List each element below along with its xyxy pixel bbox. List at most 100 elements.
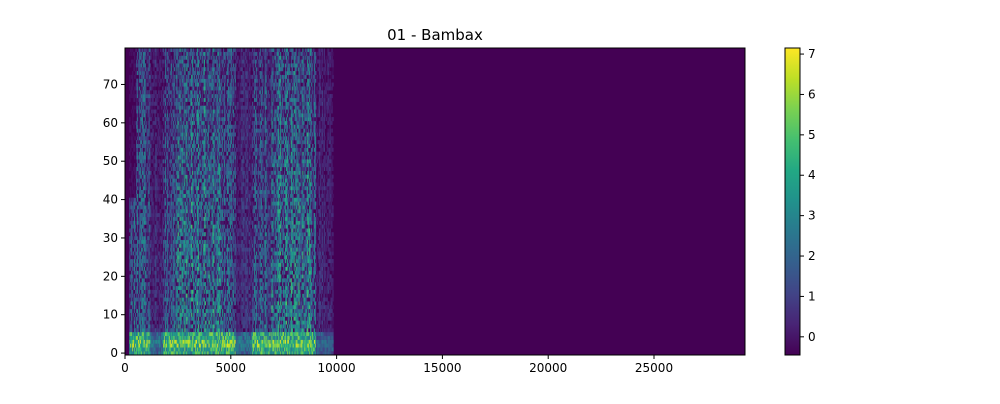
- heatmap-cell: [171, 324, 174, 329]
- heatmap-cell: [172, 151, 175, 156]
- heatmap-cell: [183, 308, 185, 313]
- heatmap-cell: [151, 328, 153, 333]
- heatmap-cell: [135, 216, 137, 221]
- heatmap-cell: [136, 301, 138, 306]
- heatmap-cell: [135, 63, 137, 68]
- heatmap-cell: [140, 236, 143, 241]
- heatmap-cell: [197, 209, 200, 214]
- heatmap-cell: [185, 151, 187, 156]
- heatmap-cell: [165, 186, 167, 191]
- heatmap-cell: [165, 278, 167, 283]
- heatmap-cell: [139, 312, 142, 317]
- heatmap-cell: [194, 308, 196, 313]
- heatmap-cell: [197, 117, 200, 122]
- heatmap-cell: [165, 328, 168, 333]
- heatmap-cell: [143, 328, 146, 333]
- heatmap-cell: [172, 239, 175, 244]
- heatmap-cell: [155, 262, 157, 267]
- heatmap-cell: [170, 228, 173, 233]
- heatmap-cell: [175, 324, 177, 329]
- heatmap-cell: [186, 297, 188, 302]
- heatmap-cell: [191, 143, 193, 148]
- heatmap-cell: [165, 120, 168, 125]
- heatmap-cell: [177, 312, 179, 317]
- heatmap-cell: [146, 351, 148, 356]
- heatmap-cell: [195, 170, 197, 175]
- heatmap-cell: [136, 128, 139, 133]
- heatmap-cell: [131, 266, 133, 271]
- heatmap-cell: [185, 316, 187, 321]
- heatmap-cell: [167, 189, 170, 195]
- heatmap-cell: [136, 124, 139, 129]
- heatmap-cell: [198, 335, 201, 340]
- heatmap-cell: [196, 78, 199, 83]
- heatmap-cell: [160, 339, 162, 344]
- heatmap-cell: [174, 308, 176, 313]
- heatmap-cell: [140, 259, 143, 264]
- heatmap-cell: [185, 74, 187, 79]
- heatmap-cell: [143, 63, 146, 68]
- heatmap-cell: [162, 293, 164, 298]
- heatmap-cell: [177, 209, 179, 214]
- heatmap-cell: [190, 270, 192, 275]
- heatmap-cell: [184, 243, 186, 248]
- heatmap-cell: [163, 201, 165, 206]
- heatmap-cell: [169, 86, 172, 91]
- heatmap-cell: [165, 63, 167, 68]
- heatmap-cell: [164, 55, 166, 60]
- heatmap-cell: [150, 216, 152, 221]
- heatmap-cell: [131, 232, 133, 237]
- heatmap-cell: [174, 247, 176, 252]
- heatmap-cell: [145, 48, 147, 53]
- heatmap-cell: [140, 155, 143, 160]
- heatmap-cell: [186, 351, 188, 356]
- heatmap-cell: [171, 274, 174, 279]
- heatmap-cell: [149, 305, 151, 310]
- heatmap-cell: [194, 182, 196, 187]
- heatmap-cell: [192, 132, 194, 137]
- heatmap-cell: [147, 347, 149, 352]
- heatmap-cell: [167, 224, 170, 229]
- heatmap-cell: [149, 189, 151, 195]
- heatmap-cell: [140, 320, 143, 325]
- heatmap-cell: [196, 312, 199, 317]
- heatmap-cell: [158, 159, 160, 164]
- heatmap-cell: [159, 255, 161, 260]
- heatmap-cell: [185, 351, 187, 356]
- heatmap-cell: [195, 335, 197, 340]
- heatmap-cell: [137, 143, 140, 148]
- heatmap-cell: [159, 63, 161, 68]
- heatmap-cell: [136, 335, 139, 340]
- heatmap-cell: [188, 335, 190, 340]
- heatmap-cell: [166, 170, 169, 175]
- heatmap-cell: [196, 308, 199, 313]
- heatmap-cell: [140, 289, 143, 294]
- heatmap-cell: [130, 228, 132, 233]
- heatmap-cell: [191, 293, 193, 298]
- heatmap-cell: [143, 48, 146, 53]
- heatmap-cell: [146, 48, 148, 53]
- heatmap-cell: [194, 285, 196, 290]
- heatmap-cell: [186, 140, 188, 145]
- heatmap-cell: [176, 205, 178, 210]
- heatmap-cell: [171, 224, 174, 229]
- heatmap-cell: [150, 324, 152, 329]
- heatmap-cell: [141, 289, 144, 294]
- heatmap-cell: [136, 97, 139, 102]
- heatmap-cell: [171, 308, 174, 313]
- heatmap-cell: [169, 262, 172, 267]
- heatmap-cell: [146, 120, 148, 125]
- heatmap-cell: [187, 193, 189, 198]
- heatmap-cell: [160, 186, 162, 191]
- heatmap-cell: [191, 335, 193, 340]
- heatmap-cell: [156, 67, 158, 72]
- heatmap-cell: [129, 124, 131, 129]
- heatmap-cell: [166, 74, 169, 79]
- heatmap-cell: [155, 282, 157, 287]
- heatmap-cell: [163, 320, 165, 325]
- heatmap-cell: [176, 324, 178, 329]
- heatmap-cell: [129, 209, 131, 214]
- heatmap-cell: [186, 136, 188, 141]
- heatmap-cell: [165, 117, 167, 122]
- heatmap-cell: [194, 136, 196, 141]
